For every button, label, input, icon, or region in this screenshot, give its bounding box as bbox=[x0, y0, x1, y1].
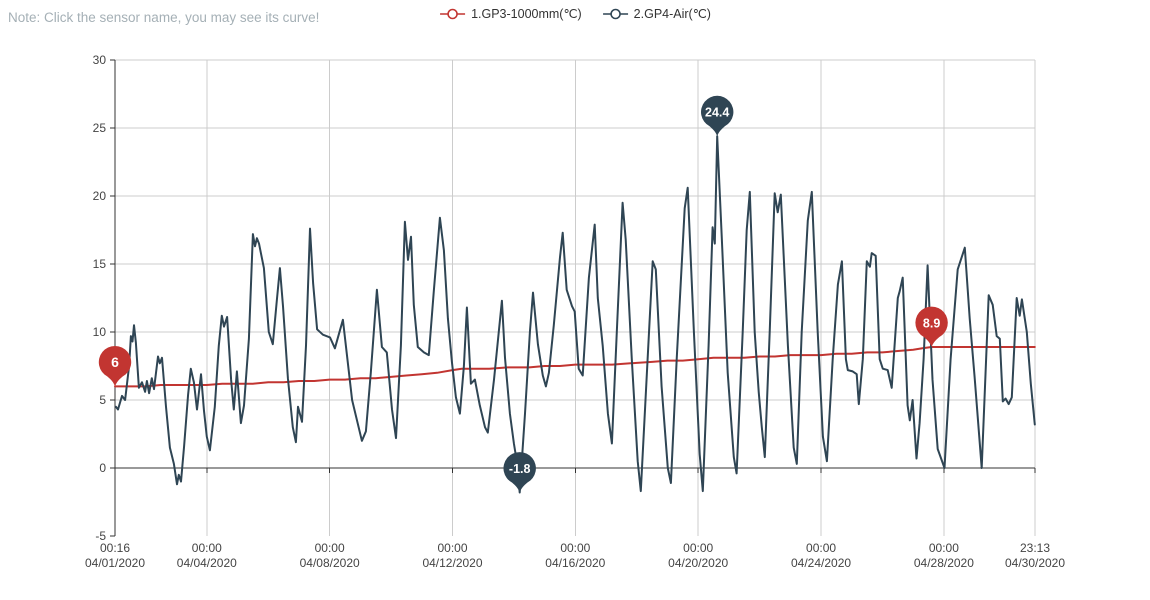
svg-text:04/12/2020: 04/12/2020 bbox=[422, 556, 482, 570]
legend-label-gp4: 2.GP4-Air(℃) bbox=[633, 7, 711, 21]
svg-text:00:16: 00:16 bbox=[100, 541, 130, 555]
svg-text:04/20/2020: 04/20/2020 bbox=[668, 556, 728, 570]
svg-text:10: 10 bbox=[93, 325, 107, 339]
svg-text:15: 15 bbox=[93, 257, 107, 271]
legend-label-gp3: 1.GP3-1000mm(℃) bbox=[471, 7, 582, 21]
line-series-icon bbox=[602, 8, 628, 19]
svg-text:6: 6 bbox=[111, 354, 119, 370]
svg-text:00:00: 00:00 bbox=[192, 541, 222, 555]
svg-text:04/24/2020: 04/24/2020 bbox=[791, 556, 851, 570]
gridlines bbox=[115, 59, 1036, 536]
note-text: Note: Click the sensor name, you may see… bbox=[8, 10, 320, 25]
series-line-1 bbox=[114, 346, 1036, 388]
svg-text:-1.8: -1.8 bbox=[509, 462, 531, 476]
marker-pin-min--1.8: -1.8 bbox=[503, 452, 536, 493]
svg-text:04/30/2020: 04/30/2020 bbox=[1005, 556, 1065, 570]
svg-text:00:00: 00:00 bbox=[929, 541, 959, 555]
svg-text:00:00: 00:00 bbox=[437, 541, 467, 555]
svg-text:24.4: 24.4 bbox=[705, 106, 729, 120]
marker-pin-max-24.4: 24.4 bbox=[701, 95, 734, 137]
svg-text:00:00: 00:00 bbox=[683, 541, 713, 555]
svg-text:04/01/2020: 04/01/2020 bbox=[85, 556, 145, 570]
axis-labels: 302520151050-500:1604/01/202000:0004/04/… bbox=[85, 53, 1065, 570]
svg-text:00:00: 00:00 bbox=[806, 541, 836, 555]
svg-text:5: 5 bbox=[99, 393, 106, 407]
svg-text:-5: -5 bbox=[95, 529, 106, 543]
svg-text:25: 25 bbox=[93, 121, 107, 135]
svg-text:04/28/2020: 04/28/2020 bbox=[914, 556, 974, 570]
series-line-2 bbox=[114, 135, 1036, 494]
svg-text:8.9: 8.9 bbox=[923, 317, 940, 331]
svg-text:00:00: 00:00 bbox=[560, 541, 590, 555]
svg-text:04/16/2020: 04/16/2020 bbox=[545, 556, 605, 570]
line-series-icon bbox=[440, 8, 466, 19]
legend: 1.GP3-1000mm(℃) 2.GP4-Air(℃) bbox=[439, 6, 711, 21]
svg-text:0: 0 bbox=[99, 461, 106, 475]
svg-text:23:13: 23:13 bbox=[1020, 541, 1050, 555]
svg-text:30: 30 bbox=[93, 53, 107, 67]
marker-pin-min-6: 6 bbox=[98, 345, 132, 387]
legend-item-gp3[interactable]: 1.GP3-1000mm(℃) bbox=[439, 6, 582, 21]
svg-text:00:00: 00:00 bbox=[315, 541, 345, 555]
svg-text:04/08/2020: 04/08/2020 bbox=[300, 556, 360, 570]
axes bbox=[110, 59, 1036, 537]
legend-item-gp4[interactable]: 2.GP4-Air(℃) bbox=[602, 6, 711, 21]
svg-text:20: 20 bbox=[93, 189, 107, 203]
marker-pin-max-8.9: 8.9 bbox=[915, 306, 948, 347]
svg-text:04/04/2020: 04/04/2020 bbox=[177, 556, 237, 570]
